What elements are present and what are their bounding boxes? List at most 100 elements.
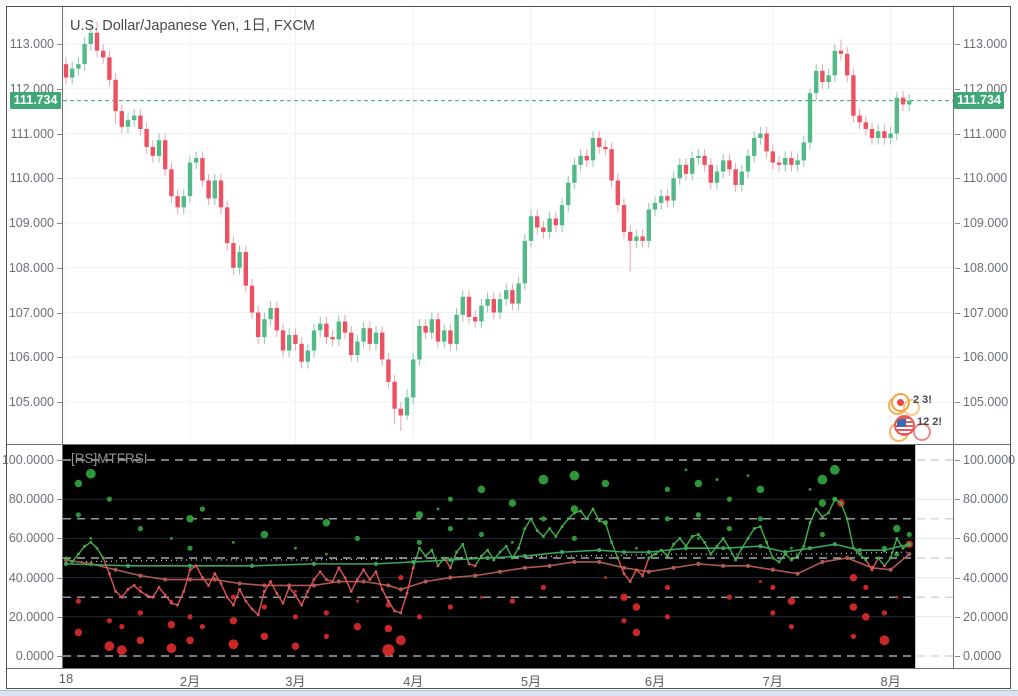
time-axis-label: 6月 <box>644 674 666 689</box>
time-axis-label: 3月 <box>285 674 306 689</box>
chart-widget-frame: U.S. Dollar/Japanese Yen, 1日, FXCM [RS]M… <box>2 6 1015 689</box>
rsi-indicator-svg[interactable] <box>63 445 953 668</box>
event-marker-us[interactable]: 12 2! <box>887 414 957 442</box>
axis-tick <box>57 44 62 45</box>
last-price-label-left: 111.734 <box>10 92 61 110</box>
price-y-axis-right[interactable]: 105.000 106.000 107.000 108.000 109.000 110.0… <box>954 7 1010 444</box>
right-axis-border <box>953 7 954 668</box>
axis-tick <box>57 577 62 579</box>
time-axis-label: 4月 <box>403 674 424 689</box>
indicator-axis-label: 0.0000 <box>16 648 62 664</box>
axis-tick <box>57 499 62 501</box>
price-axis-label: 109.000 <box>955 215 1008 231</box>
indicator-axis-label: 40.0000 <box>9 570 62 586</box>
last-price-label-right: 111.734 <box>954 92 1004 110</box>
price-axis-label: 111.000 <box>11 126 62 142</box>
event-count-label: 12 2! <box>917 416 943 428</box>
time-axis-border <box>7 668 1010 669</box>
time-axis-label: 5月 <box>520 674 542 689</box>
axis-tick <box>57 223 62 224</box>
time-axis-label: 7月 <box>762 674 783 689</box>
axis-tick <box>955 656 960 657</box>
indicator-axis-label: 100.0000 <box>2 452 62 468</box>
indicator-axis-label: 0.0000 <box>955 648 1001 664</box>
time-axis-label: 8月 <box>880 674 901 689</box>
axis-tick <box>955 402 960 403</box>
symbol-legend[interactable]: U.S. Dollar/Japanese Yen, 1日, FXCM <box>70 18 316 34</box>
axis-tick <box>57 616 62 618</box>
axis-tick <box>57 402 62 403</box>
axis-tick <box>955 178 960 180</box>
axis-tick <box>57 460 62 461</box>
price-axis-label: 106.000 <box>9 349 62 365</box>
price-axis-label: 108.000 <box>9 260 62 276</box>
indicator-axis-label: 80.0000 <box>9 491 62 507</box>
indicator-y-axis-right[interactable]: 0.0000 20.0000 40.0000 60.0000 80.0000 100.00… <box>954 445 1015 668</box>
time-axis-label: 2月 <box>179 674 201 689</box>
axis-tick <box>955 44 960 45</box>
axis-tick <box>57 538 62 540</box>
indicator-axis-label: 60.0000 <box>9 530 62 546</box>
price-gridlines <box>63 7 953 444</box>
price-axis-label: 109.000 <box>9 215 62 231</box>
axis-tick <box>955 133 960 135</box>
axis-tick <box>955 538 960 540</box>
axis-tick <box>955 312 960 314</box>
price-axis-label: 108.000 <box>955 260 1008 276</box>
price-axis-label: 110.000 <box>10 170 62 186</box>
us-flag-icon <box>894 415 915 436</box>
price-axis-label: 105.000 <box>9 394 62 410</box>
rsi-black-background <box>63 445 916 668</box>
indicator-axis-label: 100.0000 <box>955 452 1015 468</box>
price-axis-label: 106.000 <box>955 349 1008 365</box>
price-axis-label: 113.000 <box>955 36 1007 52</box>
price-y-axis-left[interactable]: 105.000 106.000 107.000 108.000 109.000 110.0… <box>7 7 62 444</box>
rsi-mid-line <box>63 542 912 568</box>
event-ring-icon <box>913 423 931 441</box>
rsi-fast-line <box>64 497 911 617</box>
indicator-axis-label: 40.0000 <box>955 570 1008 586</box>
axis-tick <box>955 460 960 461</box>
axis-tick <box>57 312 62 314</box>
left-axis-border <box>62 7 63 668</box>
price-axis-label: 113.000 <box>10 36 62 52</box>
time-axis[interactable]: 18 2月 3月 4月 5月 6月 7月 8月 <box>59 669 953 689</box>
indicator-axis-label: 20.0000 <box>955 609 1008 625</box>
price-candles-svg[interactable] <box>63 7 953 444</box>
indicator-axis-label: 60.0000 <box>955 530 1008 546</box>
axis-tick <box>57 88 62 90</box>
pane-divider[interactable] <box>7 444 1010 445</box>
event-count-label: 2 3! <box>913 394 932 406</box>
axis-tick <box>955 357 960 359</box>
candles <box>63 32 912 416</box>
indicator-axis-label: 20.0000 <box>9 609 62 625</box>
axis-tick <box>57 656 62 657</box>
mtf-rsi-dots <box>74 464 913 657</box>
indicator-chart-pane[interactable]: [RS]MTFRSI <box>63 445 953 668</box>
price-axis-label: 107.000 <box>9 305 62 321</box>
price-chart-pane[interactable] <box>63 7 953 444</box>
axis-tick <box>955 223 960 224</box>
bottom-accent-strip <box>0 690 1018 696</box>
axis-tick <box>955 616 960 618</box>
axis-tick <box>955 577 960 579</box>
axis-tick <box>57 178 62 180</box>
price-axis-label: 107.000 <box>955 305 1008 321</box>
axis-tick <box>955 88 960 90</box>
indicator-y-axis-left[interactable]: 0.0000 20.0000 40.0000 60.0000 80.0000 100.00… <box>2 445 62 668</box>
price-axis-label: 105.000 <box>955 394 1008 410</box>
candle-wicks <box>65 21 910 432</box>
axis-tick <box>57 357 62 359</box>
indicator-legend[interactable]: [RS]MTFRSI <box>71 451 148 466</box>
axis-tick <box>955 267 960 269</box>
price-axis-label: 110.000 <box>955 170 1007 186</box>
event-ring-icon <box>903 399 920 416</box>
event-marker-japan[interactable]: 2 3! <box>888 393 951 416</box>
axis-tick <box>57 267 62 269</box>
price-axis-label: 111.000 <box>955 126 1006 142</box>
indicator-axis-label: 80.0000 <box>955 491 1008 507</box>
axis-tick <box>955 499 960 501</box>
time-axis-label: 18 <box>58 671 74 686</box>
axis-tick <box>57 133 62 135</box>
